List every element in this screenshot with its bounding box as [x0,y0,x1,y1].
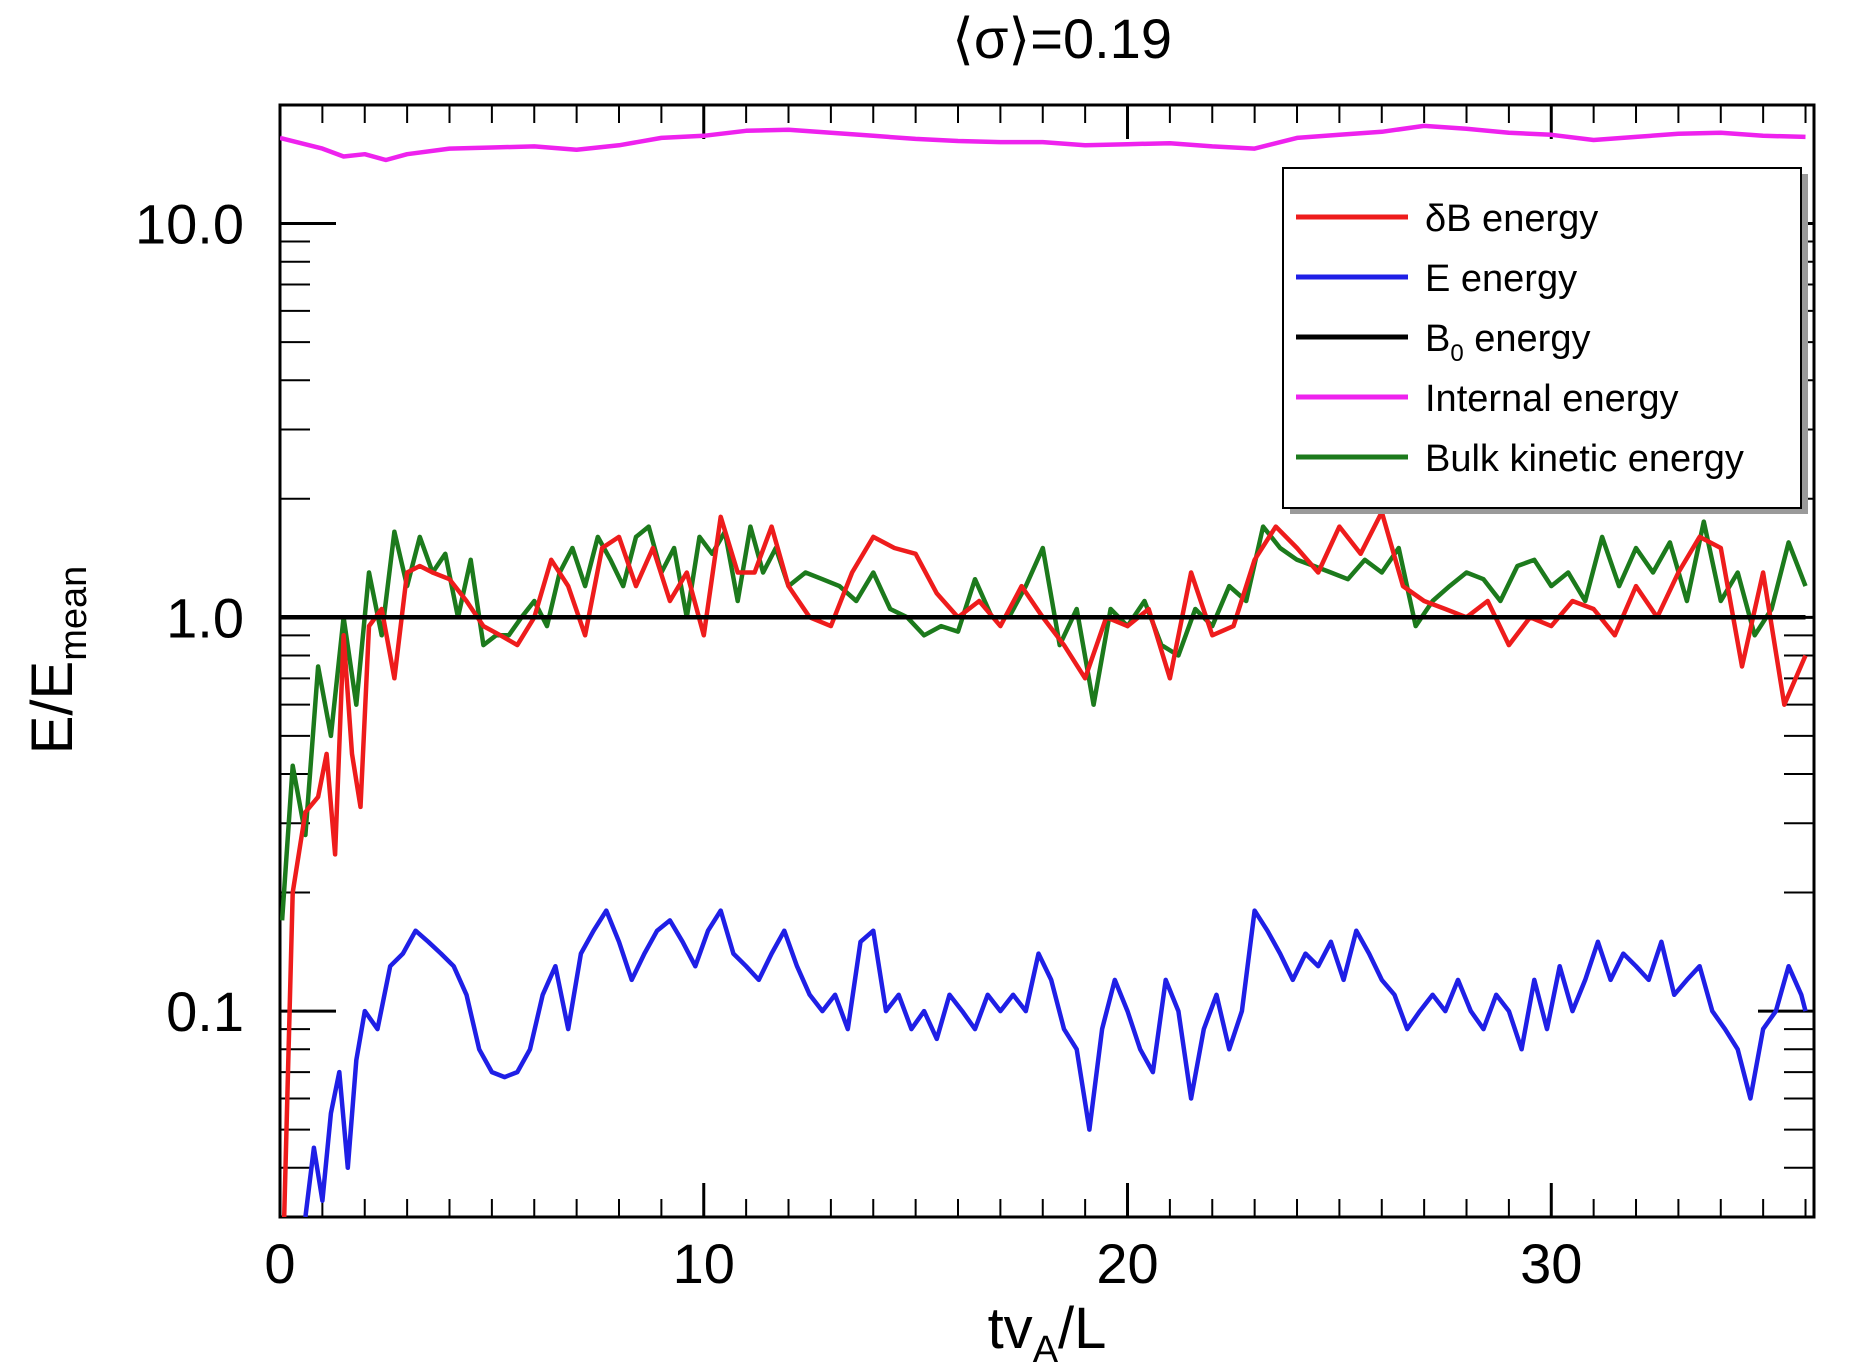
x-tick-label: 30 [1520,1232,1582,1295]
plot-frame [278,103,1816,1219]
x-tick-label: 20 [1096,1232,1158,1295]
x-axis-title: tvA/L [988,1296,1107,1364]
legend-label-b0-rest: energy [1464,318,1591,360]
x-axis-title-rest: /L [1058,1296,1106,1361]
x-axis-title-main: tv [988,1296,1033,1361]
chart-title: ⟨σ⟩=0.19 [952,7,1172,70]
tick-labels: 0 10 20 30 0.1 1.0 10.0 [135,193,1582,1295]
legend: δB energy E energy B0 energy Internal en… [1282,167,1808,514]
y-axis-title: E/Emean [20,566,95,755]
legend-label-e: E energy [1425,258,1577,300]
series-line-bulk-kinetic-energy [280,519,1808,921]
x-tick-label: 10 [673,1232,735,1295]
legend-label-bulk-kinetic: Bulk kinetic energy [1425,438,1744,480]
legend-label-b0: B0 energy [1425,318,1590,367]
y-axis-title-sub: mean [53,566,95,661]
y-tick-label: 1.0 [166,586,244,649]
legend-label-b0-main: B [1425,318,1450,360]
series-line--b-energy [281,509,1808,1217]
x-axis-title-sub: A [1033,1329,1059,1364]
legend-label-b0-sub: 0 [1450,340,1463,367]
series-line-e-energy [303,908,1808,1217]
legend-label-internal: Internal energy [1425,378,1679,420]
series-lines [280,123,1808,1217]
legend-label-delta-b: δB energy [1425,198,1598,240]
y-axis-title-main: E/E [20,661,85,755]
x-tick-label: 0 [264,1232,295,1295]
y-tick-label: 10.0 [135,193,244,256]
series-line-internal-energy [280,123,1806,163]
y-tick-label: 0.1 [166,980,244,1043]
